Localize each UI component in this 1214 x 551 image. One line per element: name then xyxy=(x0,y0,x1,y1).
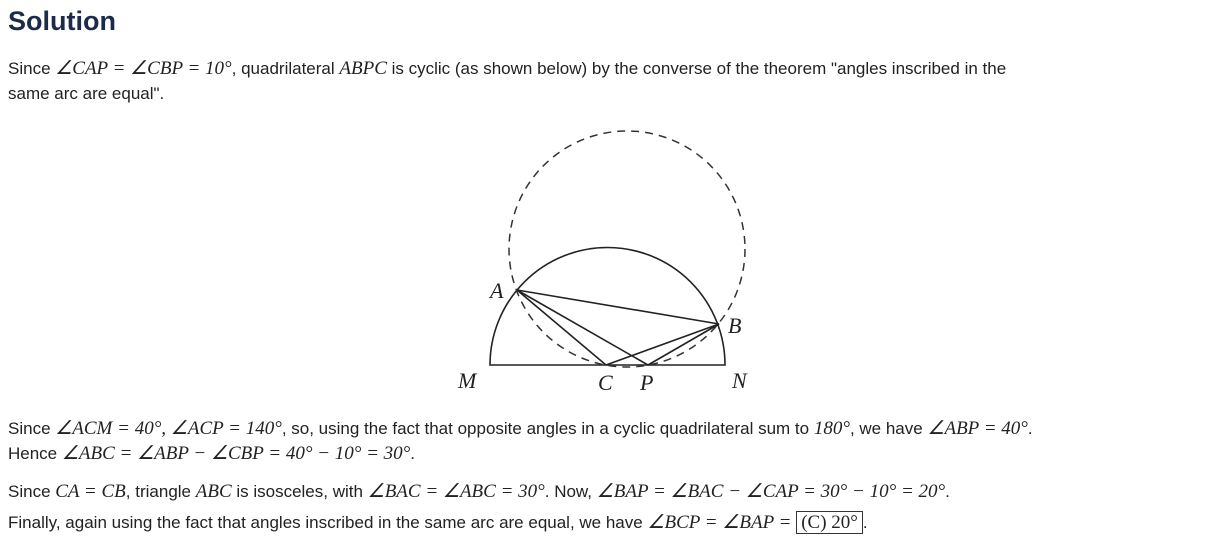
text-run: Since xyxy=(8,419,56,438)
answer-box: (C) 20° xyxy=(796,511,863,534)
math-expression: ABPC xyxy=(339,58,387,79)
text-run: is isosceles, with xyxy=(231,482,368,501)
text-run: is cyclic (as shown below) by the conver… xyxy=(386,59,1007,78)
label-B: B xyxy=(728,313,741,338)
text-run: . xyxy=(862,513,868,532)
segment-BC xyxy=(605,323,720,366)
segment-AB xyxy=(516,289,720,325)
segment-BP xyxy=(647,323,720,366)
label-M: M xyxy=(457,368,478,393)
semicircle xyxy=(489,246,726,366)
paragraph-2: Since ∠ACM = 40°, ∠ACP = 140°, so, using… xyxy=(8,416,1033,466)
text-run: Finally, again using the fact that angle… xyxy=(8,513,648,532)
text-run: . xyxy=(1027,419,1033,438)
label-P: P xyxy=(639,370,653,395)
paragraph-3: Since CA = CB, triangle ABC is isosceles… xyxy=(8,479,950,504)
text-run: , quadrilateral xyxy=(231,59,340,78)
math-expression: ABC xyxy=(195,481,232,502)
segment-AP xyxy=(516,289,649,366)
text-run: , so, using the fact that opposite angle… xyxy=(281,419,814,438)
text-run: . xyxy=(410,444,416,463)
label-C: C xyxy=(598,370,613,395)
paragraph-4: Finally, again using the fact that angle… xyxy=(8,510,868,535)
math-expression: ∠BCP = ∠BAP = xyxy=(647,512,797,533)
text-run: . Now, xyxy=(544,482,597,501)
text-run: Hence xyxy=(8,444,62,463)
math-expression: ∠ACM = 40°, ∠ACP = 140° xyxy=(55,418,282,439)
math-expression: 180° xyxy=(813,418,850,439)
segments xyxy=(516,289,720,366)
math-expression: ∠ABP = 40° xyxy=(927,418,1028,439)
text-run: same arc are equal". xyxy=(8,84,165,103)
math-expression: ∠ABC = ∠ABP − ∠CBP = 40° − 10° = 30° xyxy=(61,443,411,464)
segment-AC xyxy=(516,289,607,366)
paragraph-1: Since ∠CAP = ∠CBP = 10°, quadrilateral A… xyxy=(8,56,1006,106)
text-run: . xyxy=(945,482,950,501)
text-run: , triangle xyxy=(125,482,196,501)
math-expression: CA = CB xyxy=(55,481,126,502)
text-run: , we have xyxy=(849,419,928,438)
math-expression: ∠CAP = ∠CBP = 10° xyxy=(55,58,232,79)
text-run: Since xyxy=(8,482,56,501)
math-expression: ∠BAP = ∠BAC − ∠CAP = 30° − 10° = 20° xyxy=(596,481,946,502)
label-A: A xyxy=(488,278,504,303)
math-expression: ∠BAC = ∠ABC = 30° xyxy=(367,481,545,502)
dashed-circle xyxy=(508,130,746,368)
solution-heading: Solution xyxy=(8,6,116,36)
text-run: Since xyxy=(8,59,56,78)
label-N: N xyxy=(731,368,748,393)
